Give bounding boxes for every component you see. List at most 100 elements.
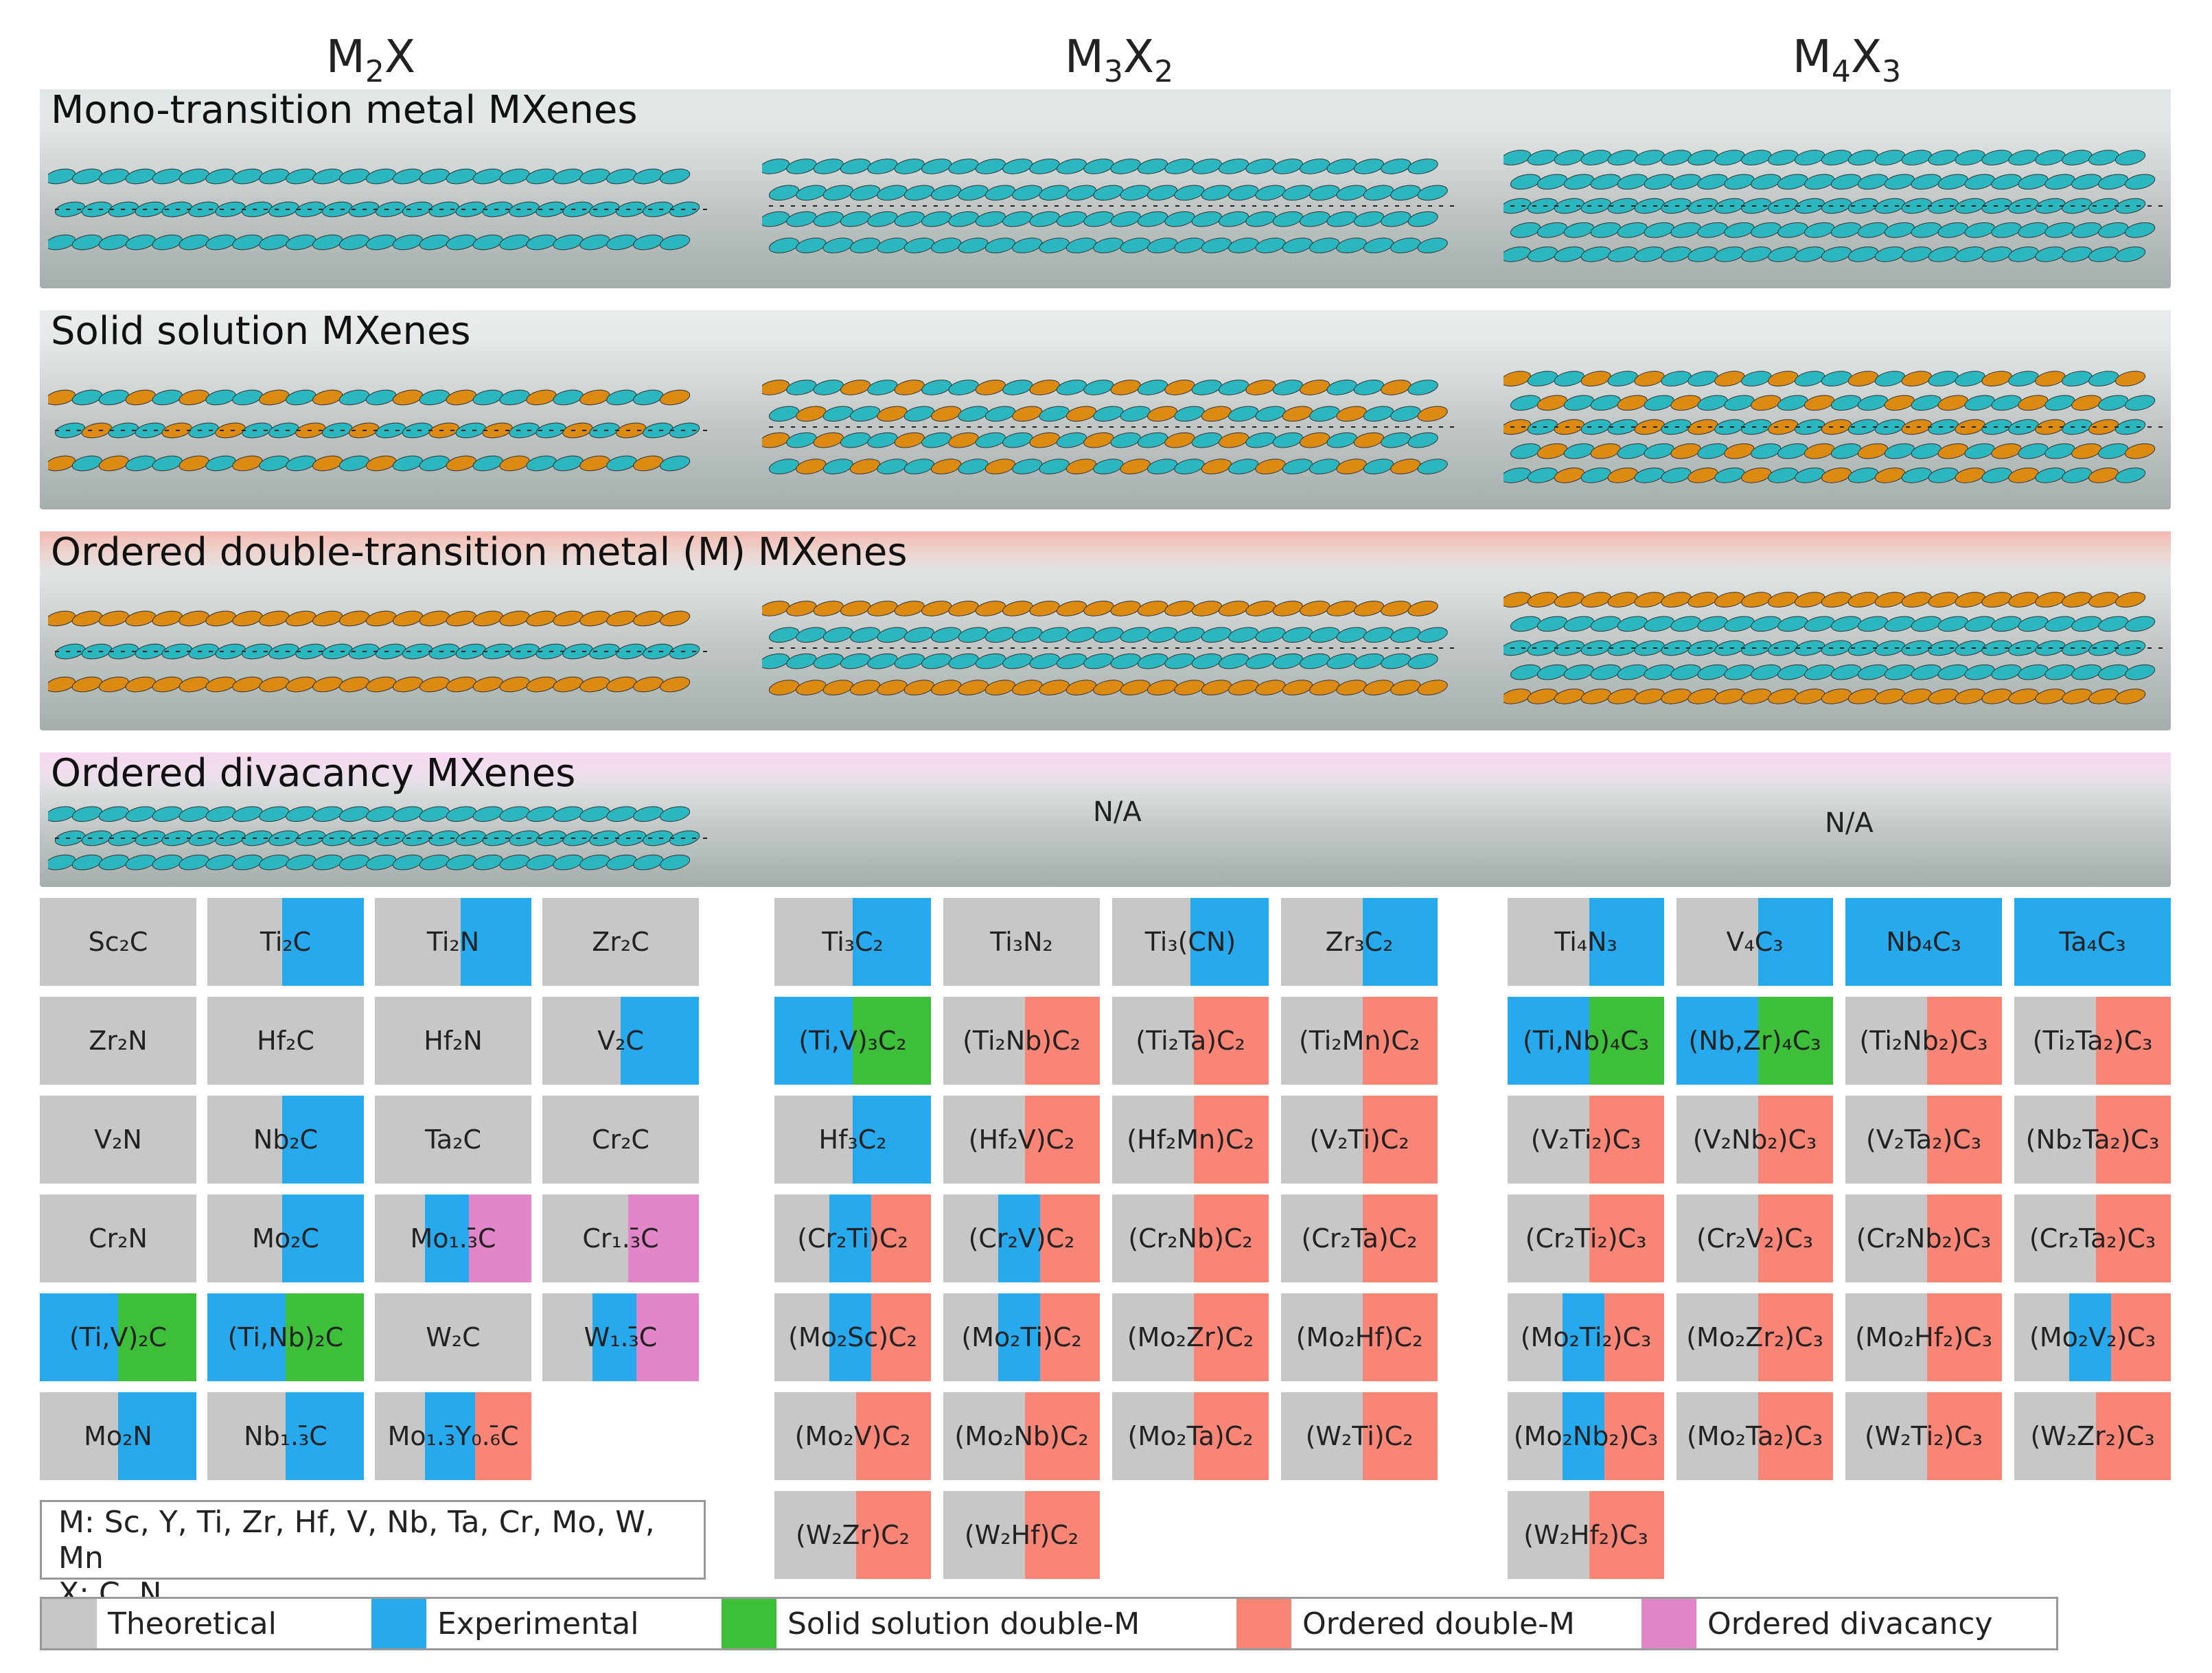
atom	[1955, 592, 1985, 608]
atom	[1417, 406, 1448, 422]
atom	[1245, 159, 1276, 174]
status-segment-experimental	[118, 1392, 196, 1480]
atom	[1724, 616, 1755, 632]
atom	[894, 601, 925, 616]
atom	[606, 168, 637, 185]
atom	[365, 234, 397, 251]
atom	[1191, 601, 1222, 616]
atom	[1029, 653, 1060, 669]
mxene-cell: (Ti₂Mn)C₂	[1281, 997, 1438, 1085]
legend-swatch	[371, 1599, 426, 1648]
legend-label: Ordered double-M	[1302, 1606, 1575, 1641]
atom	[1697, 174, 1728, 190]
atom	[1228, 185, 1259, 201]
band-title: Ordered divacancy MXenes	[51, 751, 576, 796]
atom	[822, 627, 853, 643]
atom	[1830, 395, 1862, 411]
atom	[1830, 443, 1862, 459]
atom	[1363, 680, 1394, 695]
mxene-formula: Mo₁.₃̄C	[410, 1223, 496, 1254]
atom	[1390, 459, 1421, 474]
atom	[2018, 443, 2049, 459]
atom	[1110, 432, 1141, 448]
atom	[606, 389, 637, 406]
atom	[1874, 371, 1905, 386]
atom	[822, 185, 853, 201]
atom	[215, 830, 246, 846]
atom	[1901, 640, 1932, 656]
atom	[1147, 238, 1178, 253]
atom	[1056, 432, 1087, 448]
atom	[921, 380, 952, 395]
atom	[1981, 150, 2012, 165]
atom	[392, 234, 424, 251]
atom	[2035, 371, 2066, 386]
atom	[419, 455, 450, 472]
mxene-cell: (Cr₂V)C₂	[943, 1195, 1100, 1282]
mxene-formula: (W₂Zr)C₂	[796, 1520, 910, 1550]
atom	[1309, 627, 1340, 643]
legend-item-theoretical: Theoretical	[42, 1599, 277, 1648]
band-title: Ordered double-transition metal (M) MXen…	[51, 530, 908, 575]
atom	[1110, 653, 1141, 669]
atom	[2044, 616, 2075, 632]
atom	[1804, 664, 1835, 680]
mxene-cell: (Ti₂Nb)C₂	[943, 997, 1100, 1085]
atom	[768, 185, 800, 201]
atom	[1002, 601, 1033, 616]
atom	[509, 422, 540, 439]
mxene-cell: (Mo₂V₂)C₃	[2014, 1293, 2171, 1381]
atom	[205, 455, 236, 472]
atom	[1527, 592, 1558, 608]
mxene-formula: V₄C₃	[1726, 927, 1784, 957]
mxene-cell: (Mo₂Hf)C₂	[1281, 1293, 1438, 1381]
atom	[1741, 640, 1772, 656]
atom	[1137, 653, 1168, 669]
atom	[633, 389, 664, 406]
mxene-formula: Nb₄C₃	[1886, 927, 1961, 957]
atom	[125, 455, 156, 472]
atom	[71, 389, 103, 406]
atom	[259, 854, 290, 870]
atom	[2062, 419, 2093, 435]
mxene-cell: Ta₂C	[375, 1096, 531, 1184]
mxene-cell: Hf₂C	[207, 997, 364, 1085]
atom	[1804, 443, 1835, 459]
atom	[813, 653, 844, 669]
atom	[948, 380, 979, 395]
mxene-cell: (V₂Ti₂)C₃	[1508, 1096, 1664, 1184]
status-segment-ordered	[1362, 1096, 1438, 1184]
atom	[1381, 653, 1412, 669]
mxene-cell: (Ti₂Nb₂)C₃	[1845, 997, 2002, 1085]
atom	[446, 806, 476, 822]
atom	[1012, 680, 1043, 695]
atom	[1768, 592, 1799, 608]
atom	[419, 854, 450, 870]
atom	[1504, 592, 1532, 608]
atom	[1282, 680, 1313, 695]
atom	[1768, 468, 1799, 483]
atom	[1777, 222, 1808, 238]
atom	[1911, 174, 1942, 190]
atom	[1510, 174, 1541, 190]
atom	[1065, 238, 1097, 253]
atom	[499, 234, 530, 251]
atom	[1527, 198, 1558, 214]
atom	[232, 455, 263, 472]
atom	[1741, 592, 1772, 608]
atom	[1110, 380, 1141, 395]
atom	[2124, 174, 2156, 190]
atom	[322, 830, 353, 846]
atom	[2098, 222, 2129, 238]
atom	[1147, 459, 1178, 474]
atom	[1724, 395, 1755, 411]
band-title: Solid solution MXenes	[51, 309, 471, 354]
atom	[1536, 616, 1568, 632]
atom	[312, 389, 343, 406]
atom	[1536, 664, 1568, 680]
mxene-formula: (Ti₂Ta₂)C₃	[2032, 1026, 2153, 1056]
atom	[1002, 432, 1033, 448]
atom	[392, 854, 424, 870]
atom	[1928, 689, 1959, 704]
atom	[526, 610, 557, 627]
